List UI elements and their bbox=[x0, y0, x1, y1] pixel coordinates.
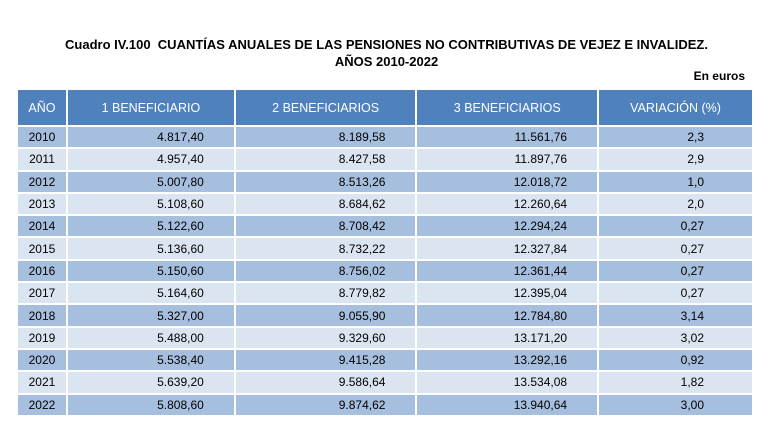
value-cell: 0,27 bbox=[599, 283, 752, 304]
table-row: 2022 5.808,60 9.874,62 13.940,64 3,00 bbox=[18, 394, 752, 415]
year-cell: 2015 bbox=[18, 238, 66, 259]
value-cell: 3,14 bbox=[599, 305, 752, 326]
value-cell: 9.055,90 bbox=[235, 305, 416, 326]
value-cell: 12.361,44 bbox=[417, 260, 598, 282]
value-cell: 8.189,58 bbox=[235, 127, 416, 148]
value-cell: 2,0 bbox=[599, 193, 752, 215]
value-cell: 12.395,04 bbox=[417, 283, 598, 304]
value-cell: 1,0 bbox=[599, 171, 752, 192]
table-row: 2012 5.007,80 8.513,26 12.018,72 1,0 bbox=[18, 171, 752, 192]
value-cell: 5.150,60 bbox=[67, 260, 234, 282]
value-cell: 8.779,82 bbox=[235, 283, 416, 304]
column-header: AÑO bbox=[18, 90, 66, 125]
value-cell: 8.708,42 bbox=[235, 216, 416, 237]
value-cell: 2,9 bbox=[599, 149, 752, 170]
value-cell: 1,82 bbox=[599, 372, 752, 393]
table-row: 2014 5.122,60 8.708,42 12.294,24 0,27 bbox=[18, 216, 752, 237]
table-row: 2013 5.108,60 8.684,62 12.260,64 2,0 bbox=[18, 193, 752, 215]
year-cell: 2013 bbox=[18, 193, 66, 215]
table-row: 2010 4.817,40 8.189,58 11.561,76 2,3 bbox=[18, 127, 752, 148]
title-line: Cuadro IV.100 CUANTÍAS ANUALES DE LAS PE… bbox=[0, 37, 773, 52]
value-cell: 0,27 bbox=[599, 216, 752, 237]
value-cell: 8.427,58 bbox=[235, 149, 416, 170]
year-cell: 2018 bbox=[18, 305, 66, 326]
table-row: 2021 5.639,20 9.586,64 13.534,08 1,82 bbox=[18, 372, 752, 393]
year-cell: 2011 bbox=[18, 149, 66, 170]
table-label: Cuadro IV.100 bbox=[65, 37, 151, 52]
value-cell: 8.513,26 bbox=[235, 171, 416, 192]
value-cell: 9.874,62 bbox=[235, 394, 416, 415]
year-cell: 2020 bbox=[18, 349, 66, 371]
table-row: 2017 5.164,60 8.779,82 12.395,04 0,27 bbox=[18, 283, 752, 304]
value-cell: 5.108,60 bbox=[67, 193, 234, 215]
year-cell: 2019 bbox=[18, 327, 66, 348]
value-cell: 8.684,62 bbox=[235, 193, 416, 215]
value-cell: 12.784,80 bbox=[417, 305, 598, 326]
table-subtitle: AÑOS 2010-2022 bbox=[334, 54, 439, 69]
value-cell: 5.164,60 bbox=[67, 283, 234, 304]
value-cell: 5.007,80 bbox=[67, 171, 234, 192]
value-cell: 5.538,40 bbox=[67, 349, 234, 371]
value-cell: 4.957,40 bbox=[67, 149, 234, 170]
value-cell: 5.122,60 bbox=[67, 216, 234, 237]
value-cell: 8.732,22 bbox=[235, 238, 416, 259]
table-body: 2010 4.817,40 8.189,58 11.561,76 2,3 2011 4.95… bbox=[18, 127, 752, 415]
table-row: 2020 5.538,40 9.415,28 13.292,16 0,92 bbox=[18, 349, 752, 371]
value-cell: 12.294,24 bbox=[417, 216, 598, 237]
header-row: AÑO 1 BENEFICIARIO 2 BENEFICIARIOS 3 BENEFI… bbox=[18, 90, 752, 125]
value-cell: 4.817,40 bbox=[67, 127, 234, 148]
value-cell: 11.897,76 bbox=[417, 149, 598, 170]
value-cell: 3,02 bbox=[599, 327, 752, 348]
year-cell: 2016 bbox=[18, 260, 66, 282]
data-table: AÑO 1 BENEFICIARIO 2 BENEFICIARIOS 3 BENEFI… bbox=[16, 88, 754, 417]
table-row: 2015 5.136,60 8.732,22 12.327,84 0,27 bbox=[18, 238, 752, 259]
value-cell: 0,27 bbox=[599, 238, 752, 259]
value-cell: 0,27 bbox=[599, 260, 752, 282]
unit-label: En euros bbox=[693, 69, 745, 83]
column-header: 3 BENEFICIARIOS bbox=[417, 90, 598, 125]
value-cell: 12.260,64 bbox=[417, 193, 598, 215]
table-title: CUANTÍAS ANUALES DE LAS PENSIONES NO CON… bbox=[157, 37, 708, 52]
value-cell: 9.329,60 bbox=[235, 327, 416, 348]
value-cell: 5.327,00 bbox=[67, 305, 234, 326]
year-cell: 2017 bbox=[18, 283, 66, 304]
value-cell: 12.018,72 bbox=[417, 171, 598, 192]
year-cell: 2012 bbox=[18, 171, 66, 192]
value-cell: 5.639,20 bbox=[67, 372, 234, 393]
table-row: 2019 5.488,00 9.329,60 13.171,20 3,02 bbox=[18, 327, 752, 348]
value-cell: 5.808,60 bbox=[67, 394, 234, 415]
column-header: 1 BENEFICIARIO bbox=[67, 90, 234, 125]
year-cell: 2010 bbox=[18, 127, 66, 148]
value-cell: 9.415,28 bbox=[235, 349, 416, 371]
table-row: 2011 4.957,40 8.427,58 11.897,76 2,9 bbox=[18, 149, 752, 170]
year-cell: 2014 bbox=[18, 216, 66, 237]
table-row: 2016 5.150,60 8.756,02 12.361,44 0,27 bbox=[18, 260, 752, 282]
year-cell: 2022 bbox=[18, 394, 66, 415]
column-header: VARIACIÓN (%) bbox=[599, 90, 752, 125]
value-cell: 0,92 bbox=[599, 349, 752, 371]
value-cell: 5.488,00 bbox=[67, 327, 234, 348]
value-cell: 2,3 bbox=[599, 127, 752, 148]
table-row: 2018 5.327,00 9.055,90 12.784,80 3,14 bbox=[18, 305, 752, 326]
column-header: 2 BENEFICIARIOS bbox=[235, 90, 416, 125]
value-cell: 13.534,08 bbox=[417, 372, 598, 393]
value-cell: 9.586,64 bbox=[235, 372, 416, 393]
value-cell: 13.940,64 bbox=[417, 394, 598, 415]
value-cell: 11.561,76 bbox=[417, 127, 598, 148]
year-cell: 2021 bbox=[18, 372, 66, 393]
value-cell: 13.292,16 bbox=[417, 349, 598, 371]
value-cell: 3,00 bbox=[599, 394, 752, 415]
value-cell: 12.327,84 bbox=[417, 238, 598, 259]
value-cell: 13.171,20 bbox=[417, 327, 598, 348]
value-cell: 5.136,60 bbox=[67, 238, 234, 259]
value-cell: 8.756,02 bbox=[235, 260, 416, 282]
